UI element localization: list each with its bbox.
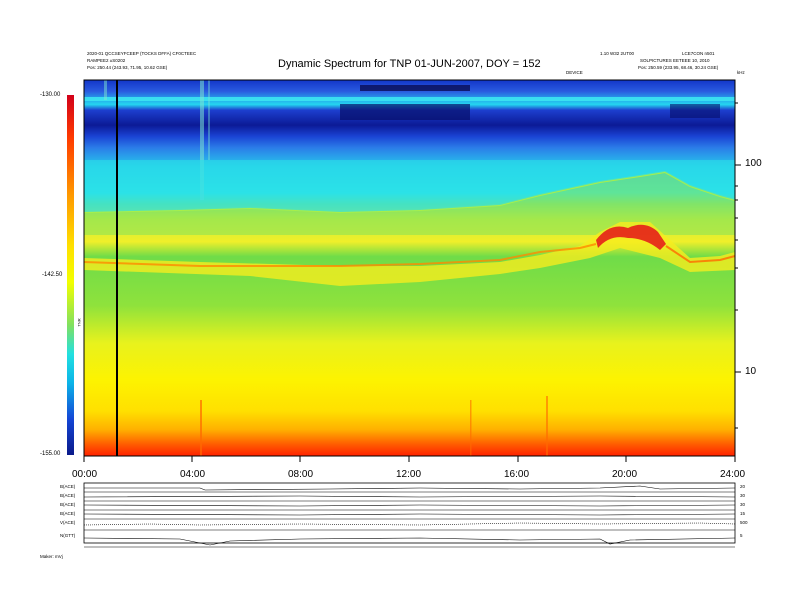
colorbar-label-bottom: -155.00: [40, 451, 61, 457]
trace-5: [83, 522, 736, 526]
chart-title: Dynamic Spectrum for TNP 01-JUN-2007, DO…: [278, 58, 541, 70]
streak-3: [104, 80, 107, 100]
streak-1: [200, 80, 204, 200]
orange-ridge: [83, 243, 597, 267]
x-tick-label-0800: 08:00: [288, 469, 314, 480]
yellow-band: [84, 222, 735, 286]
header-left-line-3: Pos: 250.44 (243.93, 71.95, 10.62 GSE): [87, 65, 168, 70]
panel-label-5: V(ACE): [60, 520, 76, 525]
red-emission: [596, 224, 666, 250]
y-tick-label-100: 100: [745, 158, 762, 169]
trace-2: [83, 495, 736, 498]
panel-right-tick-2: 30: [740, 493, 746, 498]
header-left-line-2: RAMPEE2 ±S0202: [87, 58, 126, 63]
x-tick-label-0000: 00:00: [72, 469, 98, 480]
x-tick-label-0400: 04:00: [180, 469, 206, 480]
panel-right-tick-6: 5: [740, 533, 743, 538]
header-right-top: LCE7CON n501: [682, 51, 715, 56]
dark-patch-2: [360, 85, 470, 91]
maker-label: Maker: mVj: [40, 554, 63, 559]
panel-right-tick-5: 500: [740, 520, 748, 525]
trace-1: [84, 485, 736, 491]
trace-6: [83, 537, 736, 546]
dark-patch-1: [340, 104, 470, 120]
cyan-band: [84, 97, 735, 101]
orange-ridge-right: [665, 245, 736, 264]
spike-1: [200, 400, 202, 456]
x-tick-label-1600: 16:00: [504, 469, 530, 480]
x-tick-label-1200: 12:00: [396, 469, 422, 480]
header-center-small: DEVICE: [566, 70, 583, 75]
panel-right-tick-4: 15: [740, 511, 746, 516]
x-tick-label-2000: 20:00: [612, 469, 638, 480]
header-right-line-1: 1.10 W32 2UT00: [600, 51, 635, 56]
header-right-line-2: SOLPICTURES EETEEE 10, 2010: [640, 58, 710, 63]
colorbar-label-mid: -142.50: [42, 272, 63, 278]
trace-4: [83, 513, 736, 516]
streak-2: [208, 80, 210, 160]
vertical-black-line: [116, 80, 118, 456]
header-left-line-1: 2020-01 QCCSEYFCEEP (TOCKS DFFA) CF0CTEE…: [87, 51, 197, 56]
y-unit-label: kHz: [737, 70, 745, 75]
colorbar: [67, 95, 74, 455]
trace-3: [83, 504, 736, 507]
panel-label-6: N(GTT): [60, 533, 76, 538]
y-tick-label-10: 10: [745, 366, 757, 377]
panel-right-tick-3: 30: [740, 502, 746, 507]
x-tick-label-2400: 24:00: [720, 469, 746, 480]
panel-label-2: B(ACE): [60, 493, 76, 498]
upper-green-region: [84, 172, 735, 235]
timeseries-frame: [83, 482, 736, 544]
cyan-region: [84, 160, 735, 212]
dark-patch-3: [670, 104, 720, 118]
panel-label-3: B(ACE): [60, 502, 76, 507]
panel-label-4: B(ACE): [60, 511, 76, 516]
panel-label-1: B(ACE): [60, 484, 76, 489]
spike-3: [546, 396, 548, 456]
spike-2: [470, 400, 472, 456]
panel-right-tick-1: 20: [740, 484, 746, 489]
header-right-line-3: Pos: 250.59 (233.95, 68.46, 30.24 GSE): [638, 65, 719, 70]
colorbar-label-top: -130.00: [40, 92, 61, 98]
